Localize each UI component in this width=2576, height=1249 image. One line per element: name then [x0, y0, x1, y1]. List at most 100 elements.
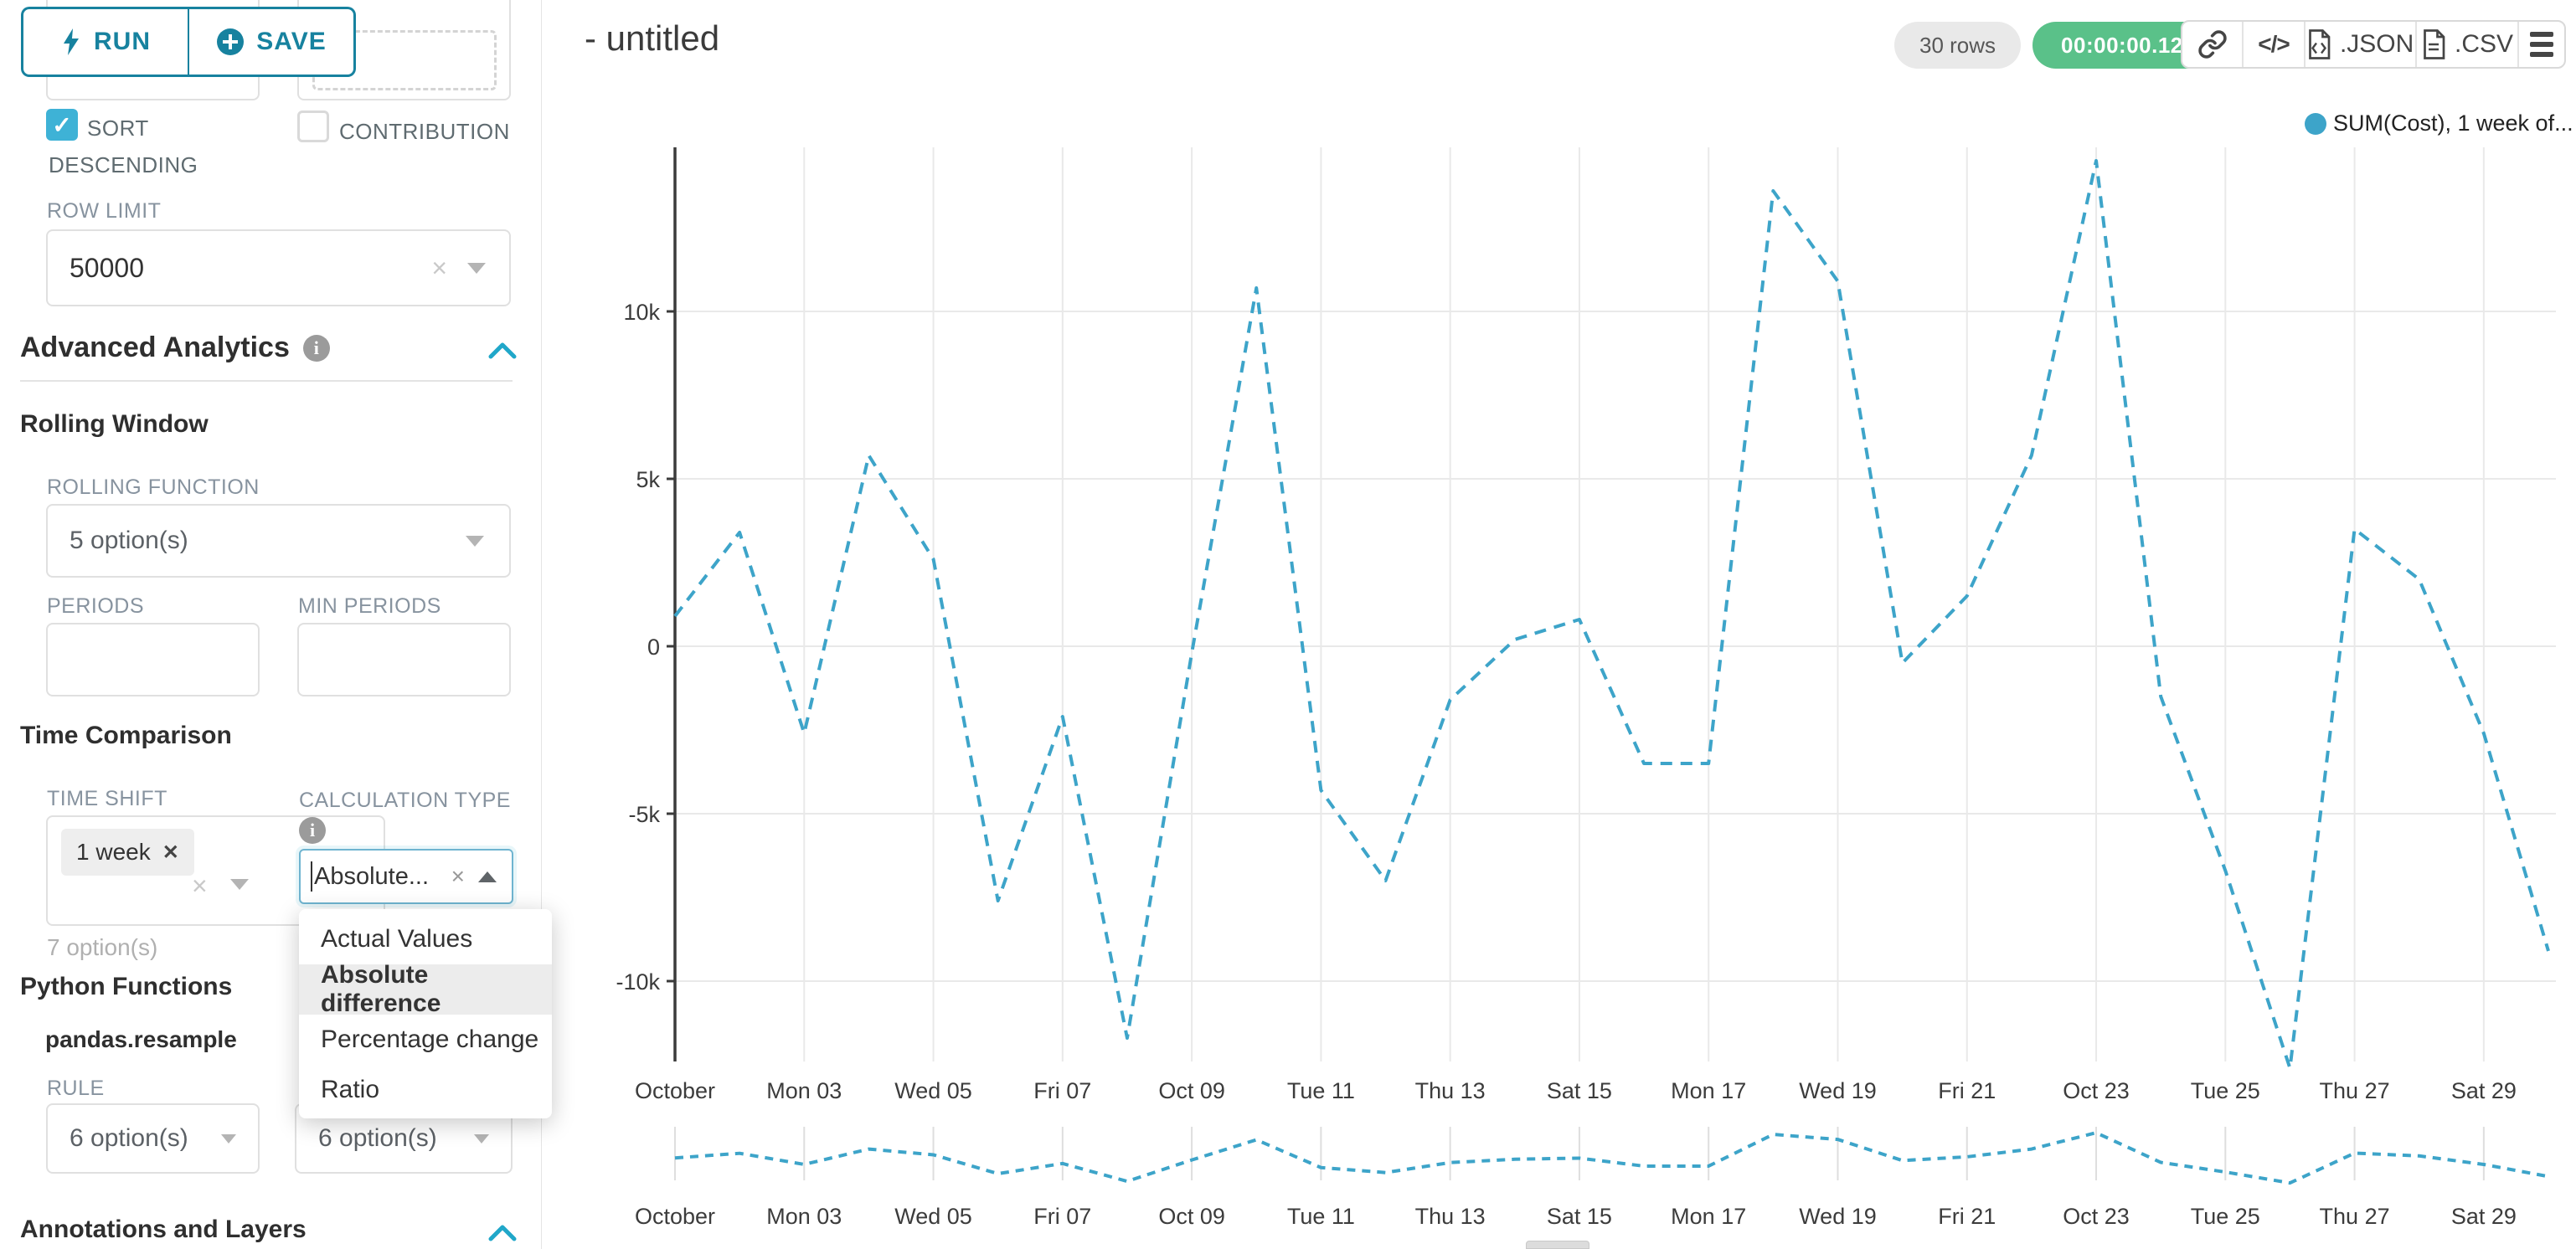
rule-label: RULE: [47, 1077, 105, 1100]
svg-text:Oct 23: Oct 23: [2063, 1078, 2130, 1103]
dropdown-option-absolute-difference[interactable]: Absolute difference: [299, 961, 552, 1017]
run-save-group: RUN SAVE: [21, 7, 356, 77]
contribution-checkbox[interactable]: [297, 111, 329, 142]
export-csv-button[interactable]: .CSV: [2417, 22, 2520, 67]
svg-text:Sat 15: Sat 15: [1547, 1078, 1612, 1103]
method-value: 6 option(s): [318, 1124, 437, 1152]
calculation-type-label: CALCULATION TYPE: [299, 789, 511, 812]
chevron-down-icon: [466, 535, 484, 547]
dropdown-option-percentage-change[interactable]: Percentage change: [321, 1025, 539, 1053]
svg-text:Tue 11: Tue 11: [1287, 1078, 1355, 1103]
time-shift-chip[interactable]: 1 week ✕: [61, 829, 194, 876]
file-text-icon: [2424, 29, 2445, 59]
chart-legend[interactable]: SUM(Cost), 1 week of...: [2305, 111, 2573, 136]
sort-descending-label-line1: SORT: [87, 116, 149, 141]
run-button[interactable]: RUN: [21, 7, 188, 77]
svg-text:-5k: -5k: [628, 802, 660, 827]
svg-text:Mon 17: Mon 17: [1671, 1078, 1746, 1103]
rolling-window-header: Rolling Window: [20, 410, 209, 438]
page-title[interactable]: - untitled: [585, 18, 720, 58]
time-shift-chip-label: 1 week: [76, 839, 151, 865]
svg-text:Fri 21: Fri 21: [1938, 1078, 1996, 1103]
panel-divider[interactable]: [540, 0, 542, 1249]
svg-text:Tue 25: Tue 25: [2191, 1078, 2260, 1103]
svg-text:Mon 17: Mon 17: [1671, 1204, 1746, 1229]
pandas-resample-label: pandas.resample: [45, 1026, 237, 1052]
svg-text:Fri 07: Fri 07: [1033, 1204, 1091, 1229]
clear-icon[interactable]: ×: [192, 871, 208, 901]
legend-series-label: SUM(Cost), 1 week of...: [2333, 111, 2573, 136]
svg-text:October: October: [635, 1204, 715, 1229]
periods-label: PERIODS: [47, 594, 145, 618]
advanced-analytics-header-row[interactable]: Advanced Analytics i: [20, 332, 330, 364]
row-limit-label: ROW LIMIT: [47, 199, 162, 223]
svg-text:0: 0: [647, 635, 660, 660]
menu-icon: [2530, 32, 2554, 57]
check-icon: ✓: [52, 111, 72, 138]
rolling-function-select[interactable]: 5 option(s): [46, 504, 511, 578]
rolling-function-value: 5 option(s): [70, 527, 188, 554]
run-button-label: RUN: [94, 28, 151, 55]
svg-text:Sat 29: Sat 29: [2451, 1204, 2517, 1229]
save-button[interactable]: SAVE: [188, 7, 356, 77]
python-functions-header: Python Functions: [20, 973, 233, 1000]
svg-text:Mon 03: Mon 03: [766, 1078, 842, 1103]
svg-text:October: October: [635, 1078, 715, 1103]
collapse-chevron-up-icon[interactable]: [486, 1221, 519, 1246]
sort-descending-label-line2: DESCENDING: [49, 152, 198, 177]
periods-input[interactable]: [46, 623, 260, 696]
dropdown-option-ratio[interactable]: Ratio: [321, 1076, 380, 1103]
sort-descending-checkbox[interactable]: ✓: [46, 109, 78, 141]
info-icon: i: [302, 334, 330, 362]
copy-link-button[interactable]: [2182, 22, 2244, 67]
chip-remove-icon[interactable]: ✕: [162, 840, 179, 864]
export-json-label: .JSON: [2339, 30, 2414, 58]
view-query-button[interactable]: </>: [2244, 22, 2306, 67]
svg-text:Wed 05: Wed 05: [894, 1078, 972, 1103]
control-panel-sidebar: 7 option(s) ✓ SORT DESCENDING CONTRIBUTI…: [0, 0, 552, 1249]
svg-text:Thu 27: Thu 27: [2320, 1204, 2390, 1229]
legend-series-dot: [2305, 112, 2326, 135]
section-divider: [20, 380, 513, 382]
row-limit-value: 50000: [70, 252, 144, 283]
collapse-chevron-up-icon[interactable]: [486, 338, 519, 363]
annotations-header: Annotations and Layers: [20, 1216, 307, 1243]
svg-text:-10k: -10k: [616, 969, 660, 995]
chevron-down-icon: [474, 1133, 489, 1144]
clear-icon[interactable]: ×: [451, 863, 465, 889]
time-shift-hint: 7 option(s): [47, 934, 158, 960]
svg-text:Oct 09: Oct 09: [1158, 1204, 1225, 1229]
chevron-down-icon: [230, 879, 249, 890]
calculation-type-select[interactable]: Absolute... ×: [299, 849, 513, 904]
svg-text:Thu 13: Thu 13: [1415, 1204, 1486, 1229]
file-code-icon: [2309, 29, 2331, 59]
row-limit-select[interactable]: 50000 ×: [46, 229, 511, 306]
svg-text:Oct 09: Oct 09: [1158, 1078, 1225, 1103]
svg-text:Fri 21: Fri 21: [1938, 1204, 1996, 1229]
svg-text:10k: 10k: [623, 300, 660, 325]
export-json-button[interactable]: .JSON: [2306, 22, 2417, 67]
brush-handle[interactable]: [1526, 1241, 1589, 1249]
svg-text:Thu 27: Thu 27: [2320, 1078, 2390, 1103]
clear-icon[interactable]: ×: [431, 252, 447, 283]
info-icon: i: [299, 817, 326, 844]
dropdown-option-actual-values[interactable]: Actual Values: [321, 925, 473, 953]
text-cursor: [311, 861, 312, 892]
svg-text:5k: 5k: [636, 467, 660, 492]
rows-count-badge: 30 rows: [1894, 22, 2022, 69]
advanced-analytics-title: Advanced Analytics: [20, 332, 290, 363]
rule-value: 6 option(s): [70, 1124, 188, 1152]
svg-text:Fri 07: Fri 07: [1033, 1078, 1091, 1103]
rule-select[interactable]: 6 option(s): [46, 1103, 260, 1174]
svg-text:Oct 23: Oct 23: [2063, 1204, 2130, 1229]
chart-menu-button[interactable]: [2519, 22, 2564, 67]
lightning-icon: [64, 28, 79, 55]
export-toolbar: </> .JSON .CSV: [2181, 20, 2566, 69]
calculation-type-value: Absolute...: [314, 862, 430, 890]
svg-text:Sat 15: Sat 15: [1547, 1204, 1612, 1229]
svg-text:Thu 13: Thu 13: [1415, 1078, 1486, 1103]
min-periods-input[interactable]: [297, 623, 511, 696]
chevron-down-icon: [221, 1133, 236, 1144]
plus-circle-icon: [217, 28, 245, 55]
